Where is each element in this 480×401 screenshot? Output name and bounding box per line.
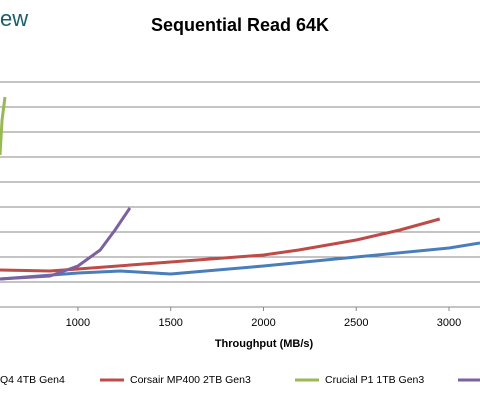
legend-label: Crucial P1 1TB Gen3 (325, 374, 424, 386)
x-tick-label: 1000 (66, 317, 90, 329)
legend-label: Corsair MP400 2TB Gen3 (130, 374, 251, 386)
series-line (0, 241, 480, 281)
x-tick-label: 1500 (158, 317, 182, 329)
series-line (0, 217, 441, 273)
x-tick-label: 3000 (437, 317, 461, 329)
legend-label: Q4 4TB Gen4 (0, 374, 65, 386)
x-axis-label: Throughput (MB/s) (215, 338, 314, 350)
x-tick-label: 2500 (344, 317, 368, 329)
logo-text: ew (0, 6, 28, 31)
series-line (0, 96, 7, 156)
series-line (0, 207, 132, 281)
chart-title: Sequential Read 64K (151, 15, 329, 35)
x-tick-label: 2000 (251, 317, 275, 329)
